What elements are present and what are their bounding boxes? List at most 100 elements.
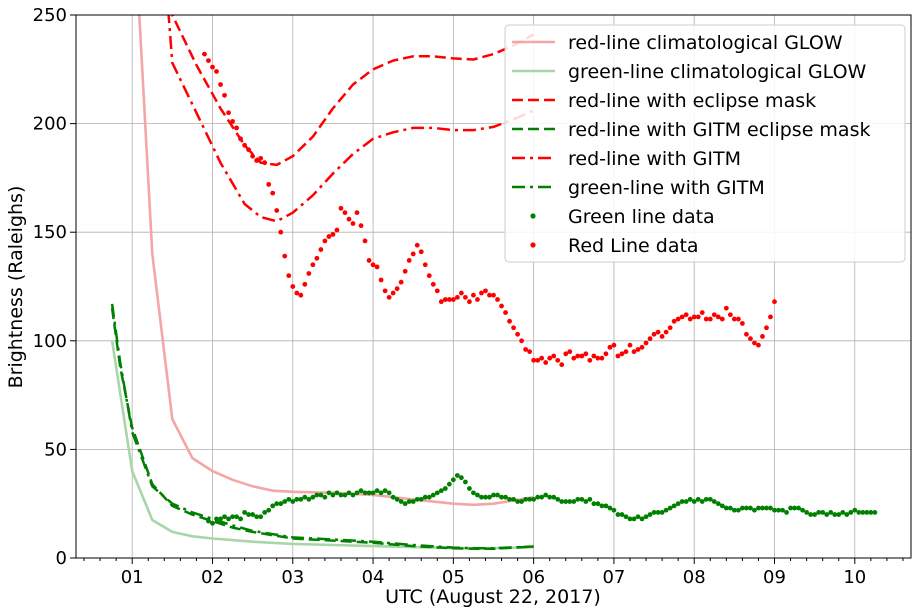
red-line-data-point: [438, 299, 444, 305]
red-line-data-point: [744, 331, 749, 337]
green-line-data-point: [298, 496, 304, 502]
red-line-data-point: [222, 92, 227, 98]
green-line-data-point: [515, 499, 520, 504]
red-line-data-point: [350, 221, 356, 226]
green-line-data-point: [788, 505, 793, 511]
red-line-data-point: [346, 216, 352, 222]
red-line-data-point: [595, 355, 601, 361]
green-line-data-point: [715, 501, 721, 507]
red-line-data-point: [394, 286, 400, 292]
green-line-data-point: [687, 496, 693, 502]
green-line-data-point: [467, 486, 472, 491]
red-line-data-point: [467, 299, 472, 305]
green-line-data-point: [394, 496, 400, 502]
red-line-data-point: [386, 294, 392, 300]
green-line-data-point: [270, 503, 276, 509]
green-line-data-point: [479, 494, 484, 500]
red-line-data-point: [575, 353, 581, 359]
red-line-data-point: [507, 318, 512, 324]
green-line-data-point: [627, 516, 633, 522]
green-line-data-point: [238, 516, 243, 522]
red-line-data-point: [715, 314, 721, 320]
green-line-data-point: [266, 507, 272, 513]
green-line-data-point: [206, 518, 211, 524]
red-line-data-point: [739, 321, 745, 326]
red-line-data-point: [511, 325, 516, 331]
red-line-data-point: [591, 353, 597, 359]
green-line-data-point: [567, 499, 573, 504]
green-line-data-point: [458, 475, 464, 481]
green-line-data-point: [563, 499, 569, 504]
red-line-data-point: [262, 160, 268, 166]
red-line-data-point: [206, 58, 211, 64]
red-line-data-point: [426, 273, 432, 279]
green-line-data-point: [471, 490, 476, 496]
red-line-data-point: [322, 238, 328, 244]
green-line-data-point: [499, 494, 504, 500]
red-line-data-point: [655, 329, 661, 335]
red-line-with-eclipse-mask-line: [171, 15, 535, 167]
red-line-data-point: [430, 281, 436, 287]
legend-label-red-line-data: Red Line data: [568, 235, 699, 257]
red-line-data-point: [579, 353, 585, 359]
green-line-data-point: [250, 512, 256, 517]
red-line-data-point: [495, 297, 500, 302]
red-line-data-point: [374, 264, 380, 270]
green-line-data-point: [667, 505, 673, 511]
red-line-data-point: [298, 292, 304, 298]
red-line-data-point: [210, 64, 215, 70]
green-line-data-point: [487, 494, 492, 500]
green-line-data-point: [406, 499, 412, 504]
green-line-data-point: [246, 512, 252, 517]
green-line-data-point: [382, 488, 388, 494]
green-line-data-point: [334, 490, 340, 496]
green-line-data-point: [595, 501, 601, 507]
green-line-data-point: [426, 494, 432, 500]
red-line-data-point: [567, 349, 573, 355]
red-line-data-point: [318, 247, 324, 252]
green-line-data-point: [278, 501, 284, 507]
plot-area: [110, 15, 878, 550]
green-line-data-point: [398, 499, 404, 504]
green-line-data-point: [539, 494, 545, 500]
green-line-data-point: [362, 490, 368, 496]
red-line-data-point: [286, 273, 292, 279]
red-line-data-point: [487, 292, 492, 298]
red-line-data-point: [418, 249, 424, 255]
red-line-data-point: [483, 288, 488, 294]
red-line-data-point: [719, 316, 725, 322]
red-line-data-point: [631, 349, 637, 355]
x-axis-label: UTC (August 22, 2017): [385, 586, 601, 608]
green-line-data-point: [454, 473, 460, 478]
green-line-data-point: [599, 503, 605, 509]
red-line-data-point: [539, 355, 545, 361]
green-line-data-point: [836, 512, 842, 517]
y-axis-label: Brightness (Raleighs): [5, 186, 27, 389]
green-line-data-point: [326, 490, 332, 496]
legend-label-red-line-with-gitm: red-line with GITM: [568, 148, 741, 170]
green-line-data-point: [242, 509, 248, 515]
green-line-data-point: [523, 496, 529, 502]
red-line-data-point: [326, 234, 332, 239]
y-tick-label: 100: [33, 331, 67, 352]
red-line-data-point: [366, 258, 372, 263]
green-line-data-point: [631, 516, 637, 522]
green-line-data-point: [651, 509, 657, 515]
green-line-data-point: [346, 490, 352, 496]
red-line-data-point: [699, 310, 705, 315]
green-line-data-point: [378, 490, 384, 496]
green-line-data-point: [438, 488, 444, 494]
green-line-data-point: [559, 499, 565, 504]
y-tick-label: 250: [33, 5, 67, 26]
green-line-data-point: [619, 512, 625, 517]
red-line-data-point: [334, 227, 340, 233]
green-line-data-point: [226, 516, 231, 522]
red-line-data-point: [226, 110, 231, 116]
green-line-data-point: [446, 481, 452, 487]
red-line-data-point: [434, 288, 440, 294]
red-line-data-point: [571, 355, 577, 361]
red-line-data-point: [254, 158, 260, 163]
green-line-data-point: [491, 492, 496, 498]
green-line-data-point: [430, 492, 436, 498]
green-line-data-point: [756, 505, 761, 511]
